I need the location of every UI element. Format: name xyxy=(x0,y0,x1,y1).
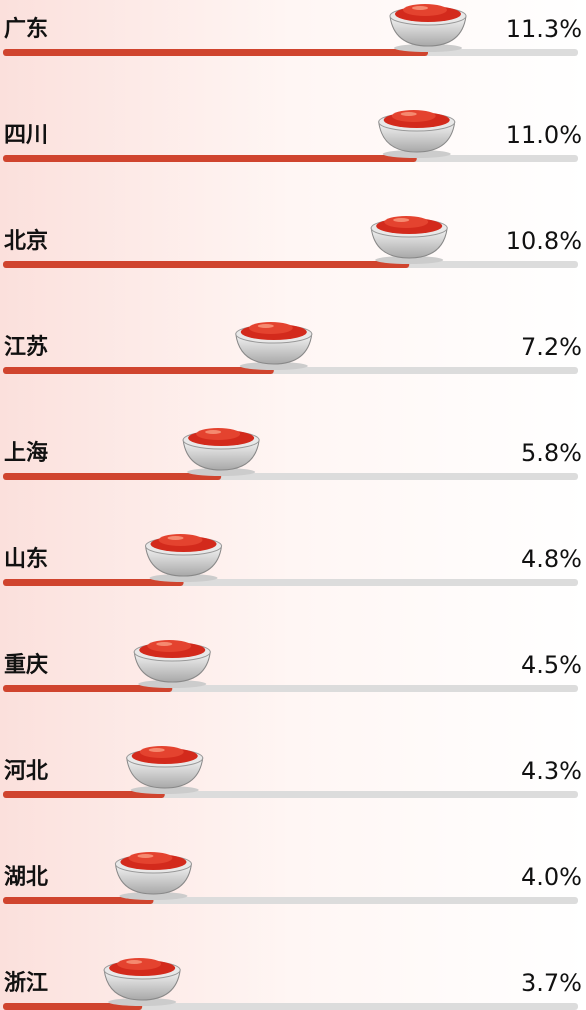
category-label: 重庆 xyxy=(4,652,48,678)
category-label: 浙江 xyxy=(4,971,48,996)
sauce-top xyxy=(249,322,293,334)
sauce-shine xyxy=(412,6,428,10)
sauce-top xyxy=(392,110,436,122)
value-label: 3.7% xyxy=(521,969,582,997)
sauce-top xyxy=(128,852,172,864)
category-label: 四川 xyxy=(4,123,48,148)
category-label: 江苏 xyxy=(4,334,48,360)
category-label: 湖北 xyxy=(4,865,48,890)
value-label: 4.0% xyxy=(521,863,582,891)
category-label: 北京 xyxy=(4,228,48,254)
value-label: 11.3% xyxy=(506,15,582,43)
background xyxy=(0,0,586,1010)
sauce-shine xyxy=(393,218,409,222)
category-label: 山东 xyxy=(4,546,48,572)
category-label: 上海 xyxy=(4,440,48,466)
bar xyxy=(3,261,409,268)
sauce-shine xyxy=(156,642,172,646)
sauce-shine xyxy=(137,854,153,858)
sauce-top xyxy=(117,958,161,970)
sauce-top xyxy=(403,4,447,16)
value-label: 11.0% xyxy=(506,121,582,149)
value-label: 4.5% xyxy=(521,651,582,679)
sauce-shine xyxy=(258,324,274,328)
value-label: 7.2% xyxy=(521,333,582,361)
sauce-shine xyxy=(205,430,221,434)
sauce-shine xyxy=(168,536,184,540)
bar xyxy=(3,49,428,56)
bar xyxy=(3,473,221,480)
value-label: 10.8% xyxy=(506,227,582,255)
sauce-top xyxy=(196,428,240,440)
sauce-top xyxy=(147,640,191,652)
sauce-shine xyxy=(126,960,142,964)
category-label: 河北 xyxy=(4,759,48,784)
sauce-shine xyxy=(149,748,165,752)
bar xyxy=(3,367,274,374)
sauce-shine xyxy=(401,112,417,116)
sauce-top xyxy=(384,216,428,228)
category-label: 广东 xyxy=(4,16,48,42)
value-label: 4.3% xyxy=(521,757,582,785)
sauce-top xyxy=(140,746,184,758)
chart: 广东 11.3% 四川 11.0% 北京 10.8% 江苏 7.2% 上海 5.8% 山东 4.8% 重… xyxy=(0,0,586,1010)
value-label: 4.8% xyxy=(521,545,582,573)
bar xyxy=(3,155,417,162)
value-label: 5.8% xyxy=(521,439,582,467)
sauce-top xyxy=(159,534,203,546)
